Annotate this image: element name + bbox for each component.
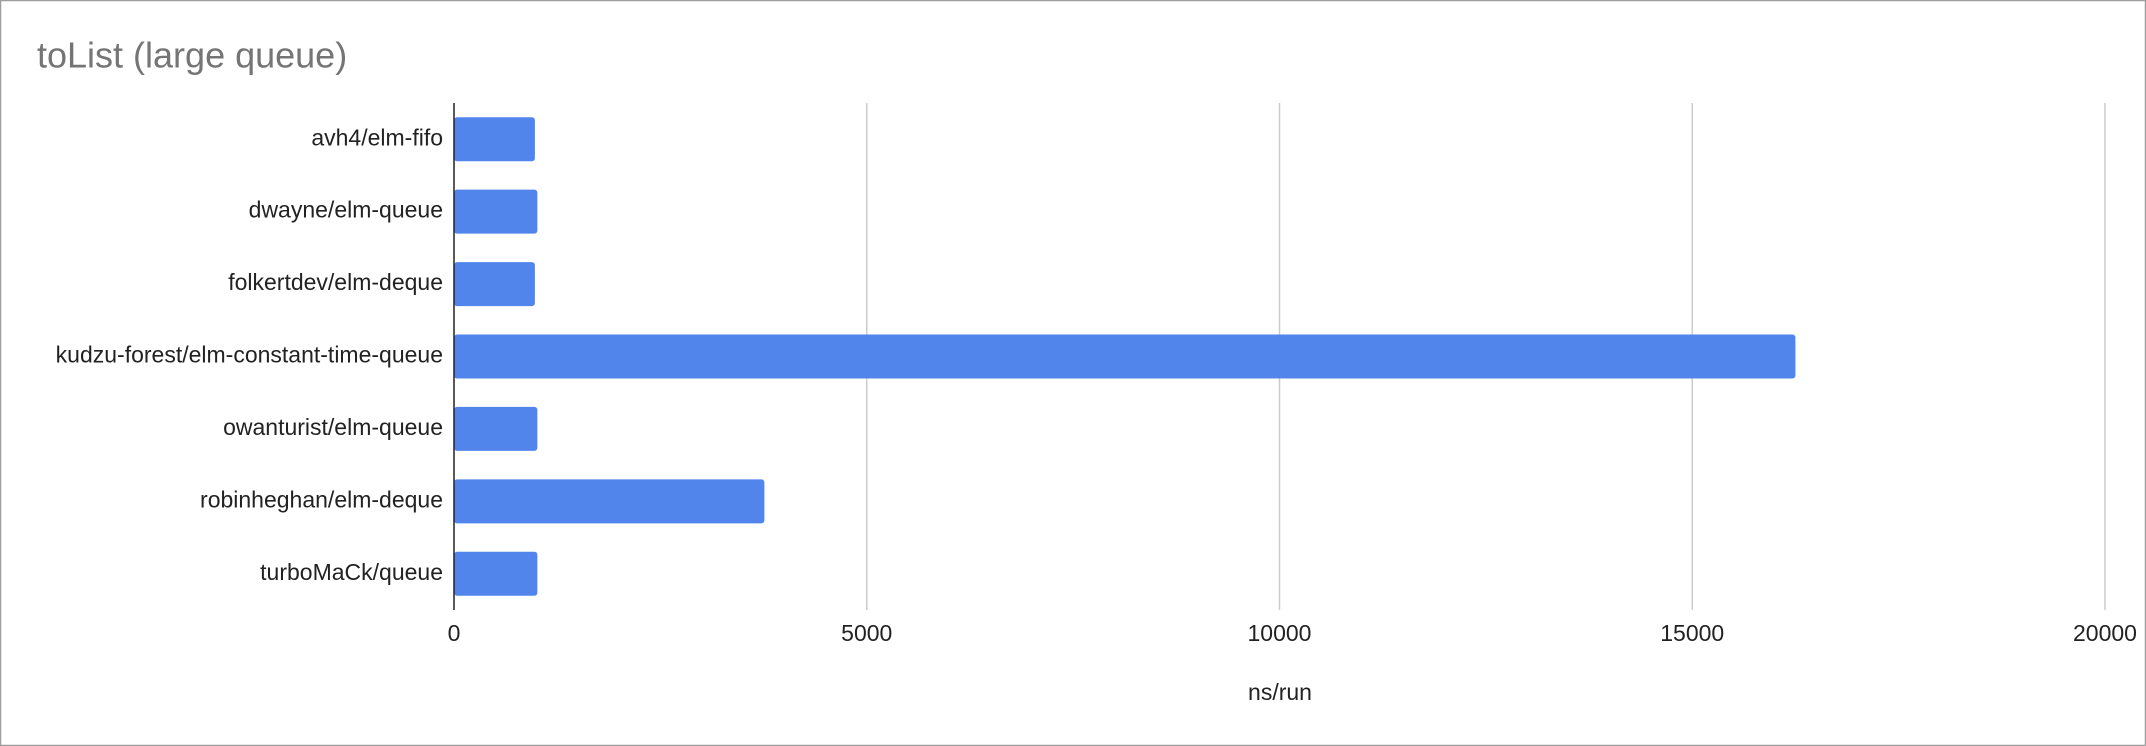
bar [454, 189, 538, 234]
x-axis-label: ns/run [1248, 679, 1312, 705]
y-tick-label: robinheghan/elm-deque [200, 486, 443, 512]
x-tick-label: 15000 [1660, 620, 1724, 646]
x-tick-label: 20000 [2073, 620, 2137, 646]
y-tick-label: avh4/elm-fifo [311, 124, 443, 150]
x-tick-label: 5000 [841, 620, 892, 646]
y-tick-label: dwayne/elm-queue [249, 197, 443, 223]
y-tick-label: turboMaCk/queue [260, 559, 443, 585]
x-tick-label: 0 [448, 620, 461, 646]
bar [454, 262, 535, 307]
y-tick-label: folkertdev/elm-deque [228, 269, 443, 295]
y-tick-label: kudzu-forest/elm-constant-time-queue [56, 342, 443, 368]
x-tick-label: 10000 [1248, 620, 1312, 646]
bar [454, 479, 765, 524]
chart-title: toList (large queue) [37, 35, 347, 76]
bar [454, 551, 538, 596]
bar [454, 334, 1796, 379]
bar [454, 117, 535, 162]
bar [454, 406, 538, 451]
y-tick-label: owanturist/elm-queue [223, 414, 443, 440]
